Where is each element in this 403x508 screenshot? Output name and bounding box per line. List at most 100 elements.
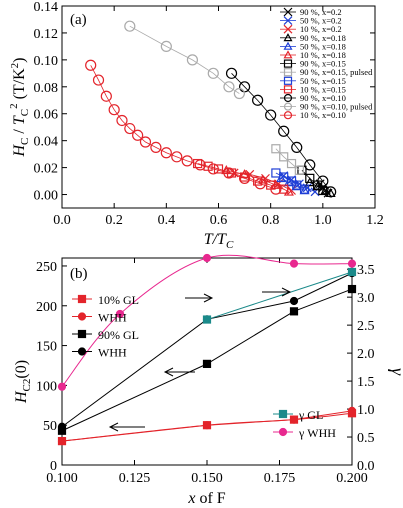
data-point <box>271 144 281 154</box>
data-point <box>171 151 183 163</box>
legend-marker <box>283 85 293 94</box>
series-line <box>231 73 331 193</box>
data-point <box>57 382 67 391</box>
series-4 <box>202 267 357 324</box>
x-tick-label: 0.100 <box>46 471 78 486</box>
data-point <box>347 259 357 268</box>
data-point <box>305 173 315 183</box>
legend-entry: 90 %, x=0.15, pulsed <box>300 67 373 77</box>
legend-entry: 90 %, x=0.18 <box>300 33 346 43</box>
legend-entry: γ WHH <box>298 426 336 440</box>
data-point <box>291 141 303 153</box>
legend-entry: WHH <box>98 311 127 325</box>
legend-entry: 90% GL <box>98 328 139 342</box>
legend-marker <box>278 427 288 437</box>
data-point <box>202 315 212 324</box>
data-point <box>283 186 294 196</box>
y-tick-label: 0.12 <box>34 27 59 42</box>
data-point <box>57 422 67 431</box>
series-5 <box>57 253 357 391</box>
legend-marker <box>283 41 293 50</box>
legend-marker <box>283 68 293 77</box>
legend-b-left: 10% GL WHH 90% GL WHH <box>72 293 139 360</box>
y-tick-label: 0 <box>50 459 57 474</box>
x-tick-label: 0.2 <box>105 213 123 228</box>
panel-b-label: (b) <box>70 266 88 282</box>
data-point <box>132 129 144 141</box>
arrow-head <box>108 422 119 432</box>
legend-marker <box>283 76 293 85</box>
data-point <box>294 165 304 175</box>
y-tick-label: 150 <box>36 340 57 355</box>
legend-marker <box>283 50 293 59</box>
data-point <box>92 74 105 86</box>
data-point <box>347 284 357 294</box>
legend-marker <box>283 102 293 111</box>
legend-a: 90 %, x=0.250 %, x=0.210 %, x=0.290 %, x… <box>280 7 373 120</box>
data-point <box>223 81 235 93</box>
x-tick-label: 0.6 <box>210 213 228 228</box>
data-point <box>289 296 299 306</box>
data-point <box>299 184 310 194</box>
data-point <box>108 104 120 116</box>
x-tick-label: 0.0 <box>53 213 71 228</box>
data-point <box>289 259 299 268</box>
legend-marker <box>283 111 293 120</box>
data-point <box>270 183 282 195</box>
data-point <box>317 175 329 187</box>
legend-entry: 50 %, x=0.18 <box>300 41 346 51</box>
legend-marker <box>283 59 293 68</box>
series-line <box>61 288 353 432</box>
legend-marker <box>77 312 87 321</box>
legend-entry: 90 %, x=0.10 <box>300 93 346 103</box>
legend-entry: 10 %, x=0.18 <box>300 50 346 60</box>
legend-entry: 90 %, x=0.15 <box>300 59 346 69</box>
legend-entry: 50 %, x=0.2 <box>300 16 342 26</box>
legend-marker <box>278 409 288 419</box>
series-10 <box>225 67 337 198</box>
legend-entry: 10 %, x=0.2 <box>300 24 342 34</box>
x-tick-label: 0.125 <box>119 471 151 486</box>
data-point <box>150 141 162 153</box>
data-point <box>181 155 193 167</box>
y2-tick-label: 3.0 <box>357 291 375 306</box>
legend-marker <box>77 329 87 339</box>
data-point <box>289 307 299 316</box>
y2-tick-label: 1.0 <box>357 403 375 418</box>
y-tick-label: 0.00 <box>34 189 59 204</box>
data-point <box>193 158 203 169</box>
data-point <box>124 122 136 135</box>
data-point <box>160 40 172 53</box>
y-tick-label: 50 <box>43 419 57 434</box>
series-line <box>61 254 353 387</box>
legend-entry: 10% GL <box>98 293 139 307</box>
series-line <box>129 25 240 94</box>
y2-tick-label: 3.5 <box>357 263 375 278</box>
data-point <box>278 125 290 137</box>
legend-entry: 50 %, x=0.15 <box>300 76 346 86</box>
y-axis-label: HC / TC2 (T/K2) <box>8 57 31 157</box>
series-12 <box>85 59 282 195</box>
x-tick-label: 0.150 <box>191 471 223 486</box>
y-tick-label: 200 <box>36 300 57 315</box>
data-point <box>289 415 299 424</box>
series-11 <box>124 20 245 100</box>
data-point <box>115 309 125 319</box>
data-point <box>304 159 316 171</box>
y-tick-label: 250 <box>36 260 57 275</box>
legend-marker <box>283 24 293 34</box>
series-line <box>197 163 284 190</box>
series-line <box>275 172 305 190</box>
arrow-head <box>203 293 214 303</box>
panel-a: 0.0 0.2 0.4 0.6 0.8 1.0 1.2 0.00 0.02 0.04 0.06 0.0… <box>8 0 384 251</box>
legend-entry: γ GL <box>298 408 323 422</box>
y-tick-label: 0.06 <box>34 108 59 123</box>
arrow-head <box>163 367 174 377</box>
data-point <box>194 159 206 171</box>
y-axis-label: HC2(0) <box>13 360 33 404</box>
legend-marker <box>283 33 293 42</box>
panel-a-label: (a) <box>70 12 87 28</box>
legend-entry: 10 %, x=0.15 <box>300 84 346 94</box>
x-tick-label: 0.175 <box>264 471 296 486</box>
y2-tick-label: 0.5 <box>357 431 375 446</box>
